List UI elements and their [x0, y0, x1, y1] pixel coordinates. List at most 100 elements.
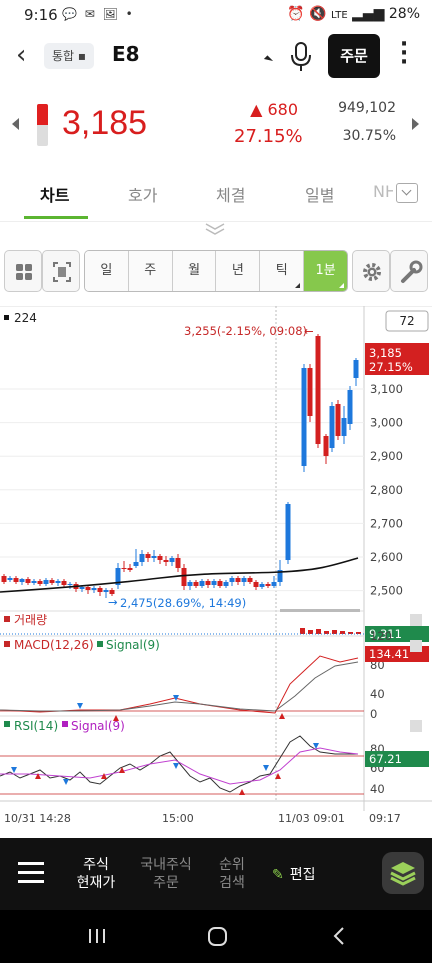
price-tick: 2,500	[370, 584, 403, 598]
candle-body	[145, 554, 151, 558]
macd-tick: 40	[370, 687, 385, 701]
candle-body	[211, 581, 217, 585]
candle-body	[229, 578, 235, 582]
period-label: 1분	[315, 263, 336, 278]
candle-body	[55, 581, 61, 583]
candle-body	[329, 406, 335, 448]
layers-button[interactable]	[382, 852, 424, 894]
down-arrow-icon	[173, 695, 179, 701]
menu-icon[interactable]	[18, 862, 44, 884]
candle-body	[139, 554, 145, 562]
current-price-tag	[365, 343, 429, 375]
up-arrow-icon	[275, 773, 281, 779]
period-2[interactable]: 월	[172, 251, 217, 291]
more-options-icon[interactable]: · · ·	[399, 32, 409, 75]
nav-domestic-order[interactable]: 국내주식 주문	[136, 856, 196, 892]
volume-bar	[332, 630, 337, 634]
candle-body	[259, 584, 265, 587]
market-label: 통합	[52, 49, 75, 63]
order-button[interactable]: 주문	[328, 34, 380, 78]
collapse-chevron-icon[interactable]	[204, 222, 226, 236]
volume-bar	[324, 631, 329, 634]
candle-body	[335, 404, 341, 436]
tab-expand-icon[interactable]	[396, 183, 418, 203]
back-arrow-icon[interactable]: ‹	[16, 40, 27, 70]
period-3[interactable]: 년	[216, 251, 261, 291]
layers-icon	[390, 862, 416, 886]
tab-nh[interactable]: NH	[373, 182, 393, 201]
price-tick: 2,600	[370, 550, 403, 564]
status-right: ⏰ 🔇 LTE ▂▄▆ 28%	[287, 6, 420, 22]
volume-bar	[340, 631, 345, 634]
macd-close-icon[interactable]	[410, 640, 422, 652]
prev-stock-arrow-icon[interactable]	[12, 118, 19, 130]
edit-button[interactable]: ✎ 편집	[272, 864, 316, 884]
period-label: 일	[100, 263, 113, 278]
period-label: 년	[231, 263, 244, 278]
candle-body	[91, 588, 97, 590]
time-label-mid: 15:00	[162, 812, 194, 825]
change-rate: 27.15%	[234, 126, 303, 147]
tab-daily[interactable]: 일별	[305, 186, 335, 205]
mute-icon: 🔇	[309, 6, 327, 22]
candle-body	[7, 578, 13, 580]
volume-ratio: 30.75%	[342, 128, 396, 144]
candle-body	[307, 368, 313, 416]
edit-label: 편집	[289, 867, 316, 883]
alarm-icon: ⏰	[287, 6, 305, 22]
candle-body	[271, 582, 277, 586]
settings-button[interactable]	[352, 250, 390, 292]
period-0[interactable]: 일	[85, 251, 129, 291]
period-1[interactable]: 주	[128, 251, 173, 291]
home-icon[interactable]	[208, 927, 227, 946]
nav-ranking[interactable]: 순위 검색	[216, 856, 248, 892]
microphone-icon[interactable]	[290, 42, 312, 72]
layout-button[interactable]	[4, 250, 42, 292]
scrollbar-mask	[378, 602, 430, 610]
candle-body	[235, 578, 241, 582]
chart-canvas[interactable]: 224 72 3,255(-2.15%, 09:08) ← → 2,475(28…	[0, 305, 432, 830]
candle-body	[37, 581, 43, 584]
period-count-box[interactable]	[385, 310, 429, 332]
tools-button[interactable]	[390, 250, 428, 292]
volume-close-icon[interactable]	[410, 614, 422, 626]
macd-tag-value: 134.41	[369, 647, 409, 661]
fullscreen-button[interactable]	[42, 250, 80, 292]
rsi-signal-label: Signal(9)	[71, 719, 125, 733]
down-arrow-icon	[11, 767, 17, 773]
recent-apps-icon[interactable]	[89, 929, 105, 943]
candle-body	[25, 579, 31, 583]
rsi-close-icon[interactable]	[410, 720, 422, 732]
tab-orderbook[interactable]: 호가	[128, 186, 158, 205]
nav-stock-price[interactable]: 주식 현재가	[74, 856, 118, 892]
candle-body	[205, 581, 211, 585]
trade-volume: 949,102	[338, 100, 396, 116]
price-gridlines	[0, 388, 364, 592]
candle-body	[265, 584, 271, 586]
period-5[interactable]: 1분	[304, 251, 347, 291]
candle-body	[79, 587, 85, 589]
candle-body	[169, 558, 175, 562]
focus-icon	[53, 262, 71, 282]
tab-chart[interactable]: 차트	[40, 186, 70, 205]
nav-stock-price-l2: 현재가	[76, 875, 116, 891]
nav-domestic-order-l2: 주문	[153, 875, 179, 891]
system-back-icon[interactable]	[333, 927, 344, 945]
candle-body	[241, 578, 247, 582]
stock-name[interactable]: E8	[112, 42, 140, 66]
volume-bar	[316, 629, 321, 634]
candle-body	[181, 568, 187, 586]
next-stock-arrow-icon[interactable]	[412, 118, 419, 130]
candle-body	[277, 570, 283, 582]
stock-dropdown-icon[interactable]	[263, 55, 274, 65]
market-selector[interactable]: 통합 ▪	[44, 43, 95, 69]
stock-chart[interactable]: 224 72 3,255(-2.15%, 09:08) ← → 2,475(28…	[0, 305, 432, 830]
period-4[interactable]: 틱	[260, 251, 305, 291]
bottom-nav: 주식 현재가 국내주식 주문 순위 검색 ✎ 편집	[0, 838, 432, 910]
tab-trades[interactable]: 체결	[216, 186, 246, 205]
candle-body	[127, 568, 133, 570]
candle-body	[323, 436, 329, 456]
down-arrow-icon	[173, 763, 179, 769]
candle-body	[347, 390, 353, 424]
rsi-tag-value: 67.21	[369, 752, 402, 766]
